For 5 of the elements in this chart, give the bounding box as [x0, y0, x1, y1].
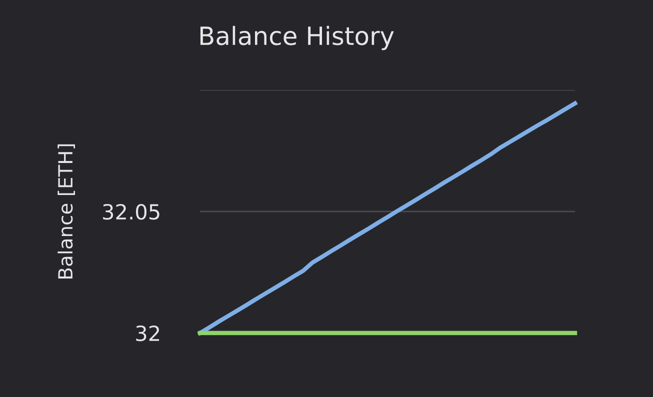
- y-axis-title: Balance [ETH]: [58, 144, 75, 278]
- chart-title: Balance History: [200, 26, 394, 50]
- line-series: [198, 101, 578, 336]
- y-tick-label: 32.05: [103, 204, 160, 220]
- y-tick-label: 32: [136, 325, 160, 342]
